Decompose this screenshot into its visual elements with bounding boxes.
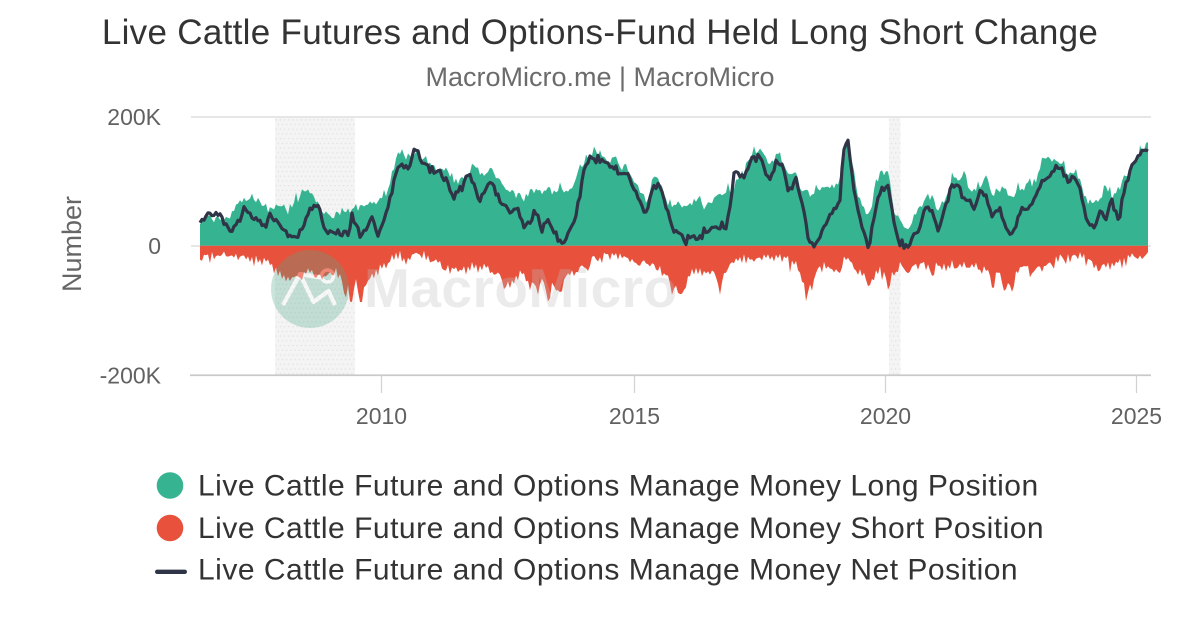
svg-text:MacroMicro: MacroMicro xyxy=(364,257,678,319)
svg-text:0: 0 xyxy=(148,233,161,259)
svg-text:2025: 2025 xyxy=(1111,403,1162,429)
svg-text:Live Cattle Future and Options: Live Cattle Future and Options Manage Mo… xyxy=(198,470,1039,503)
svg-text:Live Cattle Future and Options: Live Cattle Future and Options Manage Mo… xyxy=(198,512,1044,545)
svg-text:2015: 2015 xyxy=(609,403,660,429)
svg-text:200K: 200K xyxy=(107,104,161,130)
svg-text:2020: 2020 xyxy=(860,403,911,429)
svg-text:MacroMicro.me | MacroMicro: MacroMicro.me | MacroMicro xyxy=(425,62,774,92)
svg-text:Live Cattle Futures and Option: Live Cattle Futures and Options-Fund Hel… xyxy=(102,13,1098,52)
svg-text:-200K: -200K xyxy=(100,363,162,389)
svg-text:Number: Number xyxy=(57,196,87,292)
svg-text:Live Cattle Future and Options: Live Cattle Future and Options Manage Mo… xyxy=(198,554,1018,587)
svg-text:2010: 2010 xyxy=(356,403,407,429)
